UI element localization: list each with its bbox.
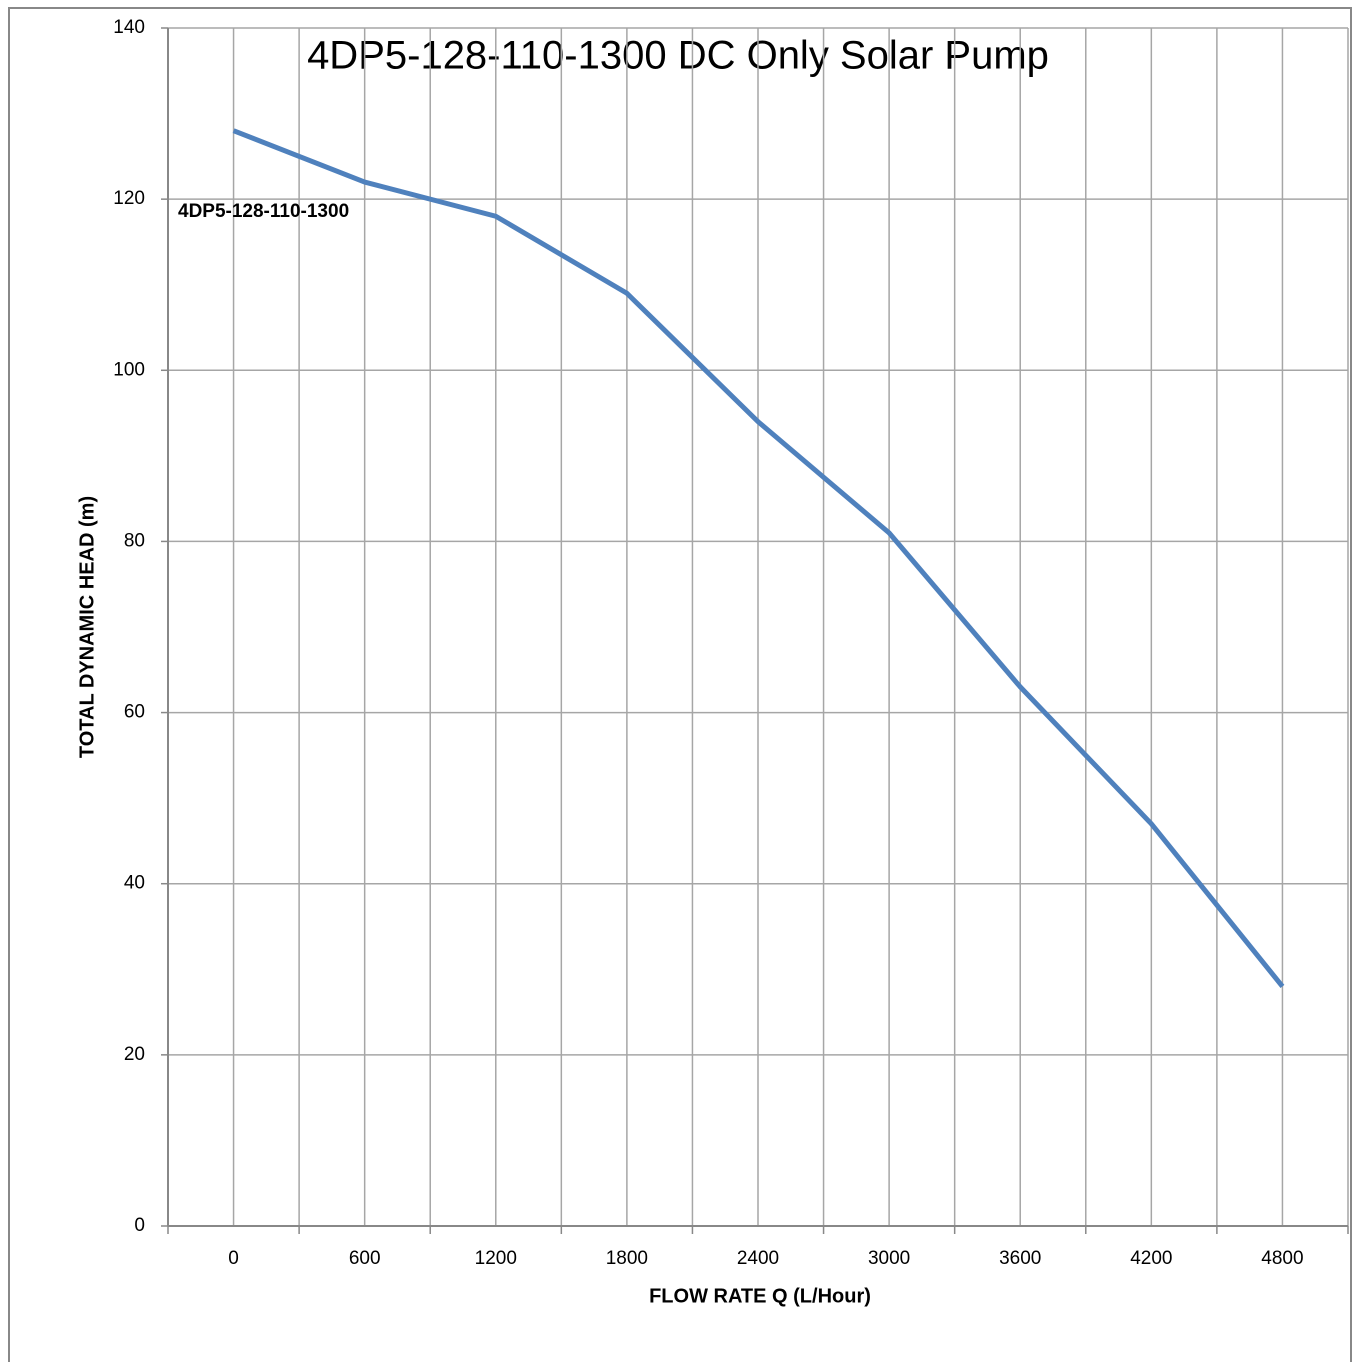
x-tick-label: 0 bbox=[228, 1248, 239, 1269]
x-tick-label: 4200 bbox=[1130, 1248, 1172, 1269]
y-tick-label: 0 bbox=[134, 1215, 145, 1236]
series-line bbox=[232, 128, 1285, 988]
x-tick-label: 600 bbox=[349, 1248, 381, 1269]
y-tick-label: 100 bbox=[113, 359, 145, 380]
x-tick-label: 1800 bbox=[606, 1248, 648, 1269]
chart-border bbox=[8, 7, 1352, 1362]
x-tick-label: 3600 bbox=[999, 1248, 1041, 1269]
chart-title: 4DP5-128-110-1300 DC Only Solar Pump bbox=[307, 34, 1049, 78]
y-axis-label: TOTAL DYNAMIC HEAD (m) bbox=[76, 496, 98, 758]
y-tick-label: 40 bbox=[124, 873, 145, 894]
y-tick-label: 20 bbox=[124, 1044, 145, 1065]
series-label: 4DP5-128-110-1300 bbox=[178, 201, 349, 222]
y-tick-label: 80 bbox=[124, 530, 145, 551]
y-tick-label: 140 bbox=[113, 17, 145, 38]
x-tick-label: 4800 bbox=[1261, 1248, 1303, 1269]
y-tick-label: 60 bbox=[124, 702, 145, 723]
x-tick-label: 1200 bbox=[475, 1248, 517, 1269]
y-tick-label: 120 bbox=[113, 188, 145, 209]
x-tick-label: 2400 bbox=[737, 1248, 779, 1269]
x-tick-label: 3000 bbox=[868, 1248, 910, 1269]
x-axis-label: FLOW RATE Q (L/Hour) bbox=[649, 1285, 871, 1307]
